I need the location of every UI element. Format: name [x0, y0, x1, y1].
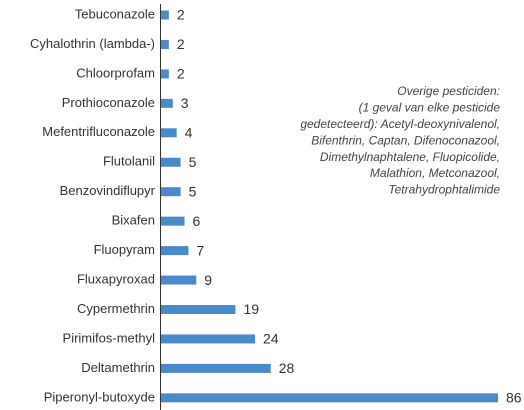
annotation: Tetrahydrophtalimide	[388, 183, 500, 197]
bar	[161, 334, 256, 344]
category-label: Fluxapyroxad	[77, 271, 155, 286]
annotation: gedetecteerd): Acetyl-deoxynivalenol,	[300, 117, 500, 131]
category-label: Pirimifos-methyl	[63, 330, 156, 345]
bar	[161, 216, 185, 226]
value-label: 2	[177, 66, 185, 82]
bar	[161, 157, 181, 167]
annotation: Malathion, Metconazool,	[370, 166, 500, 180]
bar	[161, 98, 173, 108]
value-label: 5	[189, 154, 197, 170]
bar	[161, 393, 498, 403]
annotation: Bifenthrin, Captan, Difenoconazool,	[311, 133, 500, 147]
bar	[161, 363, 271, 373]
bar	[161, 246, 189, 256]
value-label: 2	[177, 7, 185, 23]
value-label: 9	[204, 272, 212, 288]
bar	[161, 187, 181, 197]
annotation: (1 geval van elke pesticide	[359, 101, 501, 115]
value-label: 86	[506, 390, 522, 406]
category-label: Bixafen	[112, 213, 155, 228]
category-label: Cypermethrin	[77, 301, 155, 316]
category-label: Mefentrifluconazole	[42, 124, 155, 139]
bar	[161, 10, 169, 20]
annotation: Overige pesticiden:	[397, 84, 500, 98]
category-label: Benzovindiflupyr	[60, 183, 156, 198]
value-label: 2	[177, 36, 185, 52]
value-label: 6	[193, 213, 201, 229]
value-label: 3	[181, 95, 189, 111]
category-label: Deltamethrin	[81, 360, 155, 375]
value-label: 24	[263, 331, 279, 347]
value-label: 7	[196, 242, 204, 258]
bar	[161, 275, 197, 285]
category-label: Tebuconazole	[75, 6, 155, 21]
category-label: Fluopyram	[94, 242, 155, 257]
category-label: Chloorprofam	[76, 65, 155, 80]
value-label: 4	[185, 125, 193, 141]
category-label: Cyhalothrin (lambda-)	[30, 36, 155, 51]
annotation: Dimethylnaphtalene, Fluopicolide,	[320, 150, 500, 164]
bar	[161, 305, 236, 314]
value-label: 5	[189, 183, 197, 199]
value-label: 19	[243, 301, 259, 317]
bar	[161, 128, 177, 138]
category-label: Piperonyl-butoxyde	[44, 389, 155, 404]
bar	[161, 69, 169, 79]
value-label: 28	[279, 360, 295, 376]
category-label: Prothioconazole	[62, 95, 155, 110]
bar	[161, 39, 169, 49]
category-label: Flutolanil	[103, 154, 155, 169]
